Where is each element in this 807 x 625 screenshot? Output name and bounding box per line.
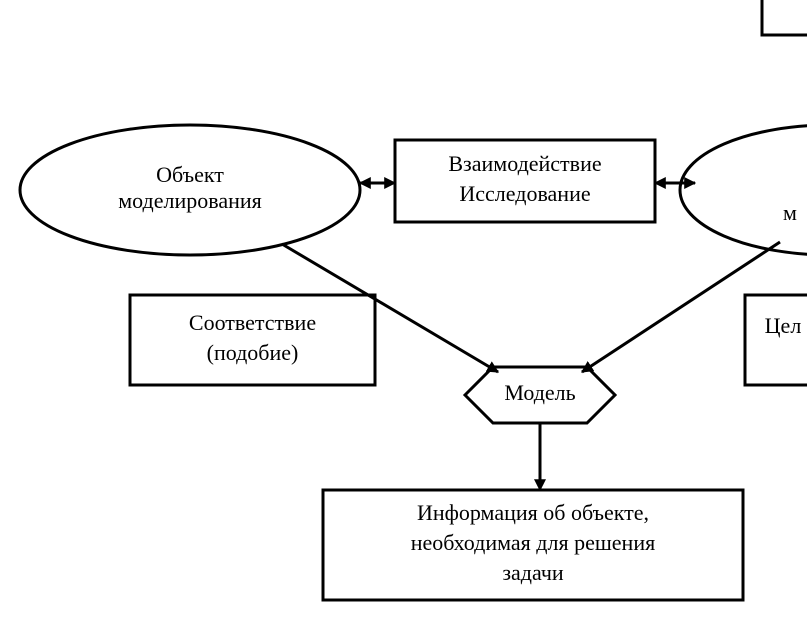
node-object: Объектмоделирования [20, 125, 360, 255]
node-info-line-1: необходимая для решения [411, 530, 655, 555]
node-interaction: Взаимодействие Исследование [395, 140, 655, 222]
node-info-line-0: Информация об объекте, [417, 500, 649, 525]
node-info: Информация об объекте, необходимая для ре… [323, 490, 743, 600]
node-object-line-1: моделирования [118, 188, 262, 213]
node-goal_fragment: Цел [765, 313, 802, 338]
node-correspondence-line-1: (подобие) [207, 340, 299, 365]
node-goal_fragment-text: Цел [765, 313, 802, 338]
node-object-line-0: Объект [156, 162, 224, 187]
node-m_fragment: м [783, 200, 797, 225]
node-goal_partial [745, 295, 807, 385]
node-model: Модель [465, 367, 615, 423]
node-interaction-line-0: Взаимодействие [448, 151, 601, 176]
node-model-line-0: Модель [504, 380, 575, 405]
diagram-canvas: Объектмоделирования Взаимодействие Исследо… [0, 0, 807, 625]
node-interaction-line-1: Исследование [459, 181, 590, 206]
node-correspondence: Соответствие (подобие) [130, 295, 375, 385]
node-m_fragment-text: м [783, 200, 797, 225]
node-info-line-2: задачи [502, 560, 564, 585]
node-correspondence-line-0: Соответствие [189, 310, 316, 335]
